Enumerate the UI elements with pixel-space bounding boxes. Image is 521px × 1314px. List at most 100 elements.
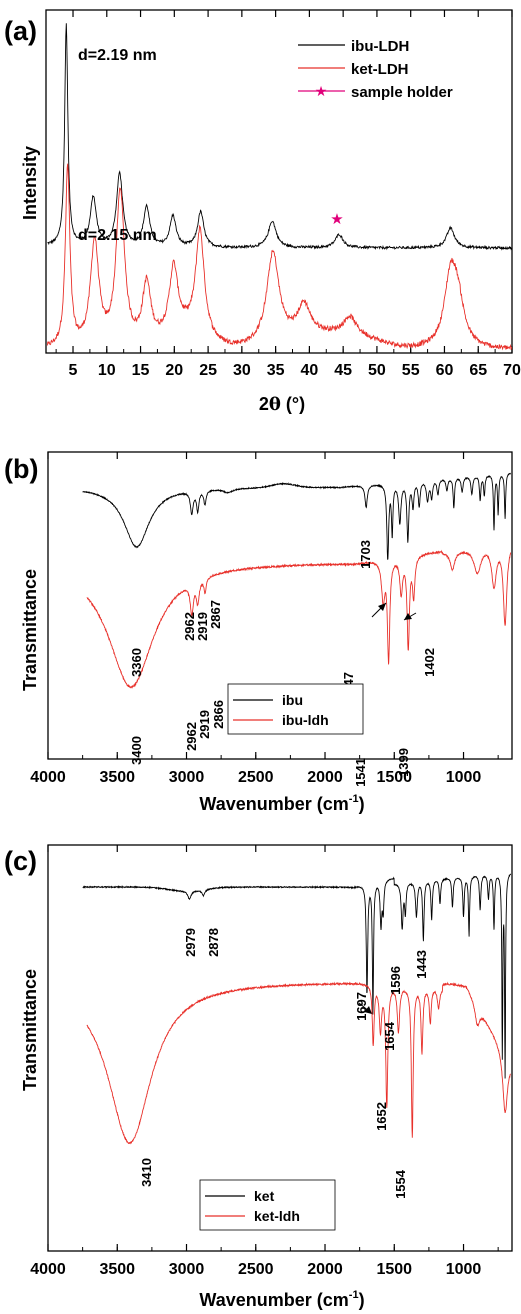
x-tick-label: 10 [98, 362, 116, 379]
x-tick-label: 20 [165, 362, 183, 379]
x-tick-label: 45 [334, 362, 352, 379]
panel-a-legend: ibu-LDH ket-LDH ★ sample holder [298, 38, 453, 101]
panel-c-frame [47, 844, 513, 1252]
x-tick-label: 2500 [238, 769, 274, 786]
xlabel-prefix: 2 [259, 394, 269, 414]
x-tick-label: 30 [233, 362, 251, 379]
legend-label-ket-ldh: ket-ldh [254, 1208, 300, 1224]
annotation-d-ket: d=2.15 nm [78, 227, 157, 244]
panel-b-label: (b) [4, 454, 38, 484]
annotation-ket-ldh-1554: 1554 [393, 1169, 408, 1199]
legend-label-sample-holder: sample holder [351, 84, 453, 101]
x-tick-label: 3000 [169, 1261, 205, 1278]
annotation-ibu-ldh-3400: 3400 [129, 736, 144, 765]
x-tick-label: 35 [267, 362, 285, 379]
panel-c-arrows [358, 1002, 372, 1014]
legend-label-ibu-ldh: ibu-LDH [351, 38, 409, 55]
xlabel-theta: θ [269, 394, 281, 415]
annotation-ibu-ldh-1399: 1399 [396, 748, 411, 777]
series-ket-ldh-line [86, 981, 511, 1145]
panel-c: (c) Transmittance 4000 3500 3000 2500 2000 15… [4, 844, 513, 1310]
panel-a-x-ticks: 5 10 15 20 25 30 35 40 45 50 55 60 65 70 [55, 10, 521, 379]
x-tick-label: 2500 [238, 1261, 274, 1278]
series-ibu-line [82, 472, 511, 560]
x-tick-label: 2000 [307, 1261, 343, 1278]
x-tick-label: 5 [69, 362, 78, 379]
x-tick-label: 70 [503, 362, 521, 379]
legend-star-icon: ★ [315, 83, 328, 99]
panel-b-arrows [371, 602, 417, 621]
panel-c-annotations: 2979 2878 1697 1654 1596 1443 3410 1652 1554 [139, 928, 429, 1199]
x-tick-label: 3500 [99, 769, 135, 786]
x-tick-label: 1500 [376, 1261, 412, 1278]
annotation-ket-2979: 2979 [183, 928, 198, 957]
panel-c-x-ticks: 4000 3500 3000 2500 2000 1500 1000 [30, 845, 499, 1278]
annotation-d-ibu: d=2.19 nm [78, 47, 157, 64]
panel-c-legend-box [199, 1179, 336, 1231]
xlabel-sup: -1 [349, 793, 359, 805]
x-tick-label: 50 [368, 362, 386, 379]
panel-c-ylabel: Transmittance [20, 969, 40, 1091]
annotation-ket-1596: 1596 [388, 966, 403, 995]
panel-b-ylabel: Transmittance [20, 569, 40, 691]
annotation-ibu-ldh-2866: 2866 [211, 700, 226, 729]
x-tick-label: 1500 [376, 769, 412, 786]
annotation-ibu-ldh-2962: 2962 [184, 722, 199, 751]
arrow-1547-head [378, 603, 386, 611]
legend-label-ibu-ldh: ibu-ldh [282, 712, 329, 728]
x-tick-label: 2000 [307, 769, 343, 786]
annotation-ket-1697: 1697 [354, 992, 369, 1021]
xlabel-close: ) [359, 1290, 365, 1310]
annotation-ket-1443: 1443 [414, 950, 429, 979]
x-tick-label: 40 [300, 362, 318, 379]
x-tick-label: 1000 [446, 1261, 482, 1278]
x-tick-label: 3000 [169, 769, 205, 786]
panel-a: (a) Intensity 5 10 15 20 25 30 35 40 45 50 55 60 65 7… [4, 9, 521, 415]
annotation-ibu-ldh-1541: 1541 [353, 758, 368, 787]
panel-b-frame [47, 451, 513, 760]
panel-c-legend: ket ket-ldh [199, 1179, 336, 1231]
series-ibu-ldh-line [47, 23, 513, 251]
panel-a-ylabel: Intensity [20, 146, 40, 220]
arrow-1697-head [364, 1006, 372, 1014]
annotation-ibu-2962: 2962 [182, 612, 197, 641]
x-tick-label: 15 [132, 362, 150, 379]
panel-b-annotations: 3360296229192867170315471402340029622919… [129, 540, 437, 787]
x-tick-label: 4000 [30, 769, 66, 786]
annotation-ket-ldh-3410: 3410 [139, 1158, 154, 1187]
panel-c-label: (c) [4, 846, 37, 876]
series-ket-line [82, 873, 512, 1079]
annotation-ibu-2919: 2919 [195, 612, 210, 641]
annotation-ibu-ldh-2919: 2919 [197, 710, 212, 739]
x-tick-label: 60 [436, 362, 454, 379]
x-tick-label: 3500 [99, 1261, 135, 1278]
x-tick-label: 55 [402, 362, 420, 379]
xlabel-unit: (°) [281, 394, 305, 414]
xlabel-main: Wavenumber (cm [199, 1290, 348, 1310]
xlabel-close: ) [359, 794, 365, 814]
xlabel-sup: -1 [349, 1289, 359, 1301]
x-tick-label: 4000 [30, 1261, 66, 1278]
annotation-ibu-2867: 2867 [208, 600, 223, 629]
panel-b: (b) Transmittance 4000 3500 3000 2500 2000 15… [4, 451, 513, 814]
annotation-ibu-3360: 3360 [129, 648, 144, 677]
series-ibu-ldh-line [86, 549, 512, 689]
annotation-ket-1654: 1654 [382, 1021, 397, 1051]
annotation-ket-ldh-1652: 1652 [374, 1102, 389, 1131]
panel-a-label: (a) [4, 16, 37, 46]
legend-label-ibu: ibu [282, 692, 303, 708]
x-tick-label: 25 [199, 362, 217, 379]
panel-b-xlabel: Wavenumber (cm-1) [199, 793, 364, 814]
panel-a-xlabel: 2θ (°) [259, 394, 305, 415]
panel-c-xlabel: Wavenumber (cm-1) [199, 1289, 364, 1310]
legend-label-ket: ket [254, 1188, 275, 1204]
annotation-ibu-1703: 1703 [358, 540, 373, 569]
panel-b-legend: ibu ibu-ldh [227, 683, 364, 735]
star-marker-icon: ★ [330, 211, 343, 228]
series-ket-ldh-line [46, 163, 513, 351]
panel-b-legend-box [227, 683, 364, 735]
panel-a-frame [45, 9, 513, 354]
annotation-ket-2878: 2878 [206, 928, 221, 957]
xlabel-main: Wavenumber (cm [199, 794, 348, 814]
